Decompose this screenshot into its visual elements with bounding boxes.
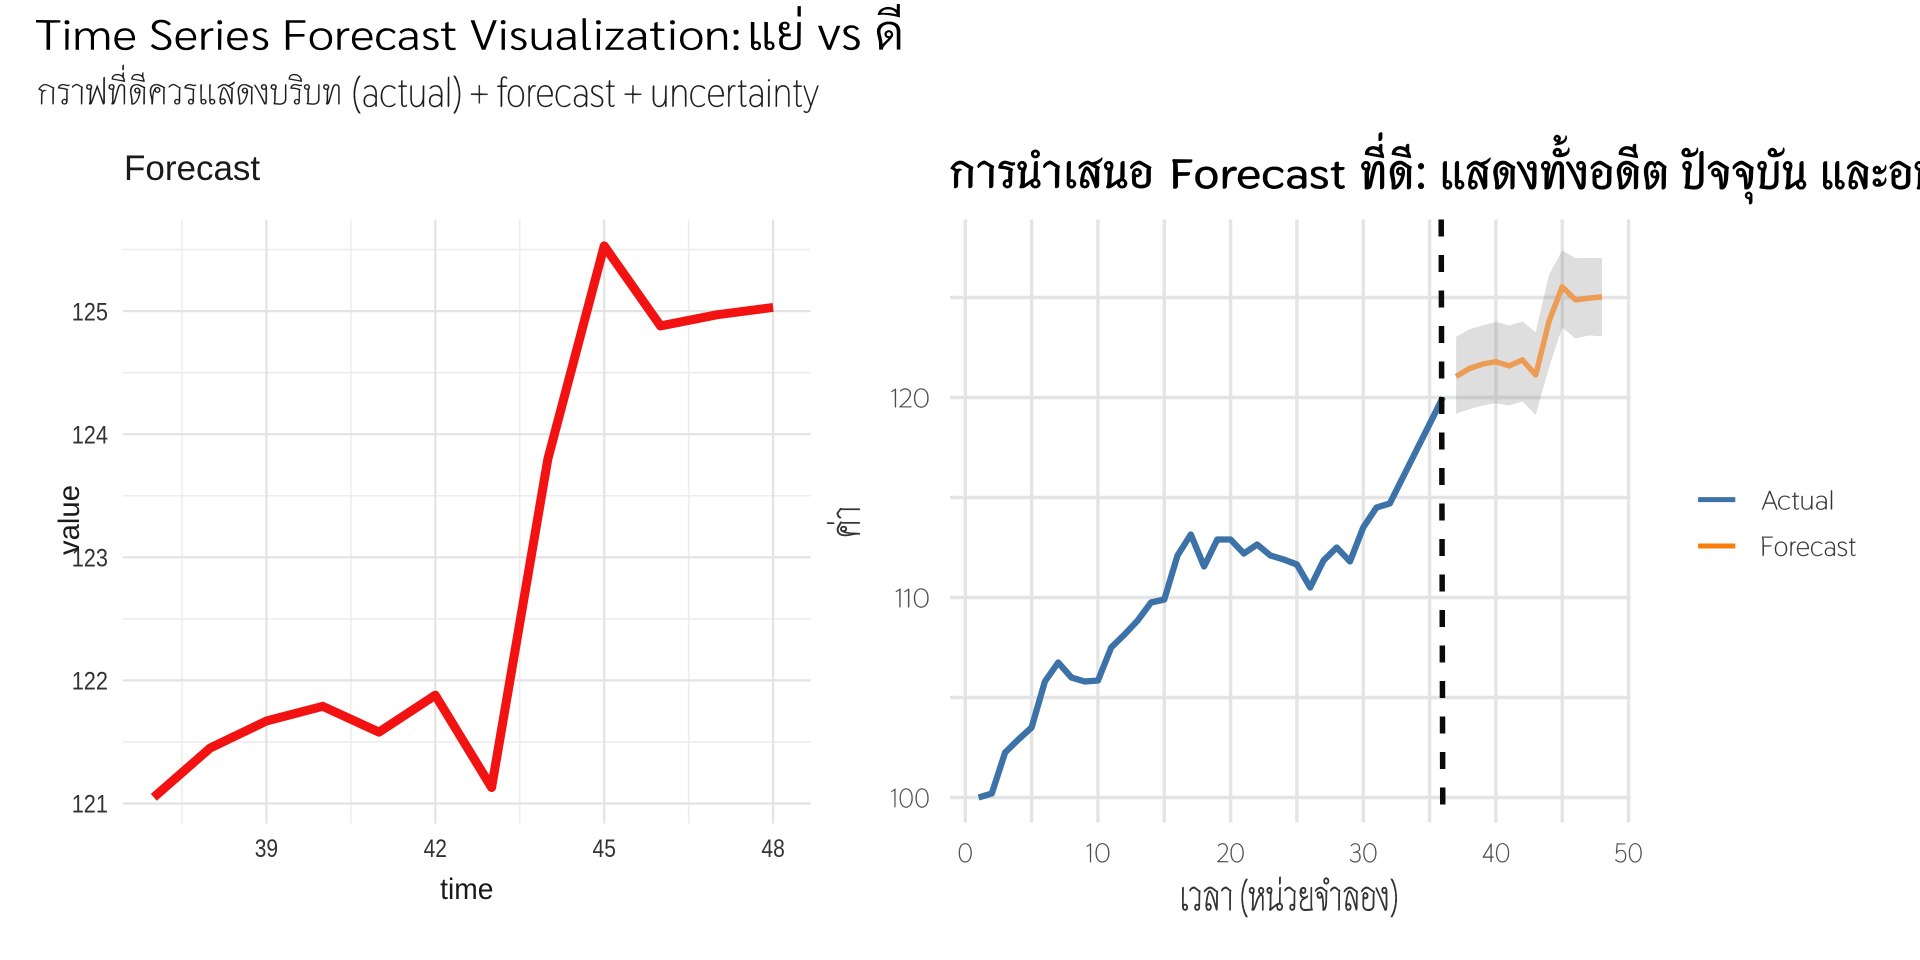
svg-text:121: 121 (72, 791, 108, 819)
svg-text:Forecast: Forecast (124, 149, 260, 188)
svg-text:42: 42 (424, 835, 447, 863)
svg-text:45: 45 (593, 835, 616, 863)
svg-text:122: 122 (72, 668, 108, 696)
svg-text:48: 48 (761, 835, 784, 863)
svg-text:124: 124 (72, 421, 108, 449)
svg-text:39: 39 (255, 835, 278, 863)
svg-text:123: 123 (72, 545, 108, 573)
svg-text:value: value (53, 485, 86, 555)
svg-text:125: 125 (72, 298, 108, 326)
svg-text:time: time (440, 873, 493, 906)
